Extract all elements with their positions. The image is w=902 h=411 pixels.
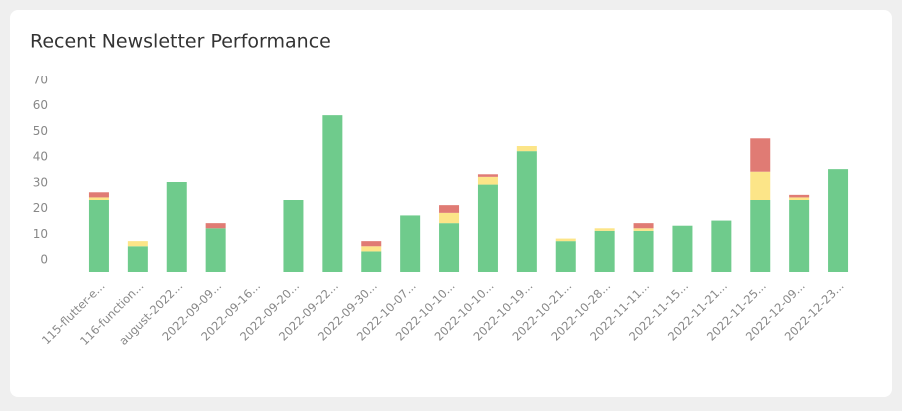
- bar-segment: [88, 192, 109, 198]
- bar-segment: [555, 238, 576, 242]
- bar-segment: [361, 251, 382, 272]
- y-tick-label: 20: [33, 201, 48, 215]
- bar-segment: [439, 223, 460, 272]
- bar-segment: [633, 228, 654, 231]
- bar-segment: [477, 184, 498, 272]
- y-tick-label: 0: [40, 253, 48, 267]
- bar-segment: [477, 174, 498, 177]
- bar-segment: [555, 241, 576, 272]
- bar-segment: [127, 246, 148, 272]
- y-tick-label: 50: [33, 124, 48, 138]
- bar-segment: [205, 228, 226, 272]
- bar-segment: [283, 200, 304, 272]
- bar-segment: [594, 228, 615, 231]
- y-tick-label: 10: [33, 227, 48, 241]
- bar-segment: [789, 194, 810, 198]
- bar-segment: [633, 230, 654, 272]
- bar-segment: [361, 246, 382, 252]
- bar-segment: [516, 151, 537, 272]
- bar-segment: [477, 176, 498, 185]
- bar-segment: [789, 197, 810, 200]
- bar-segment: [88, 200, 109, 272]
- chart-title: Recent Newsletter Performance: [30, 31, 331, 53]
- y-tick-label: 70: [33, 73, 48, 87]
- bar-segment: [127, 241, 148, 247]
- y-tick-label: 40: [33, 150, 48, 164]
- bar-segment: [711, 220, 732, 272]
- bar-segment: [400, 215, 421, 272]
- bar-segment: [828, 169, 849, 272]
- plot: 0 10 20 30 40 50 60 70: [33, 73, 849, 273]
- bar-segment: [633, 223, 654, 229]
- bar-segment: [594, 230, 615, 272]
- y-tick-label: 30: [33, 175, 48, 189]
- y-tick-label: 60: [33, 98, 48, 112]
- bar-segment: [516, 146, 537, 152]
- bar-segment: [750, 138, 771, 172]
- bar-segment: [789, 200, 810, 272]
- card: [10, 10, 892, 397]
- bar-segment: [205, 223, 226, 229]
- bar-segment: [750, 200, 771, 272]
- bar-segment: [439, 205, 460, 213]
- bar-segment: [750, 171, 771, 200]
- bar-segment: [361, 241, 382, 247]
- bar-segment: [672, 225, 693, 272]
- bar-segment: [322, 115, 343, 273]
- bar-segment: [88, 197, 109, 200]
- bar-segment: [439, 212, 460, 224]
- bar-segment: [166, 182, 187, 272]
